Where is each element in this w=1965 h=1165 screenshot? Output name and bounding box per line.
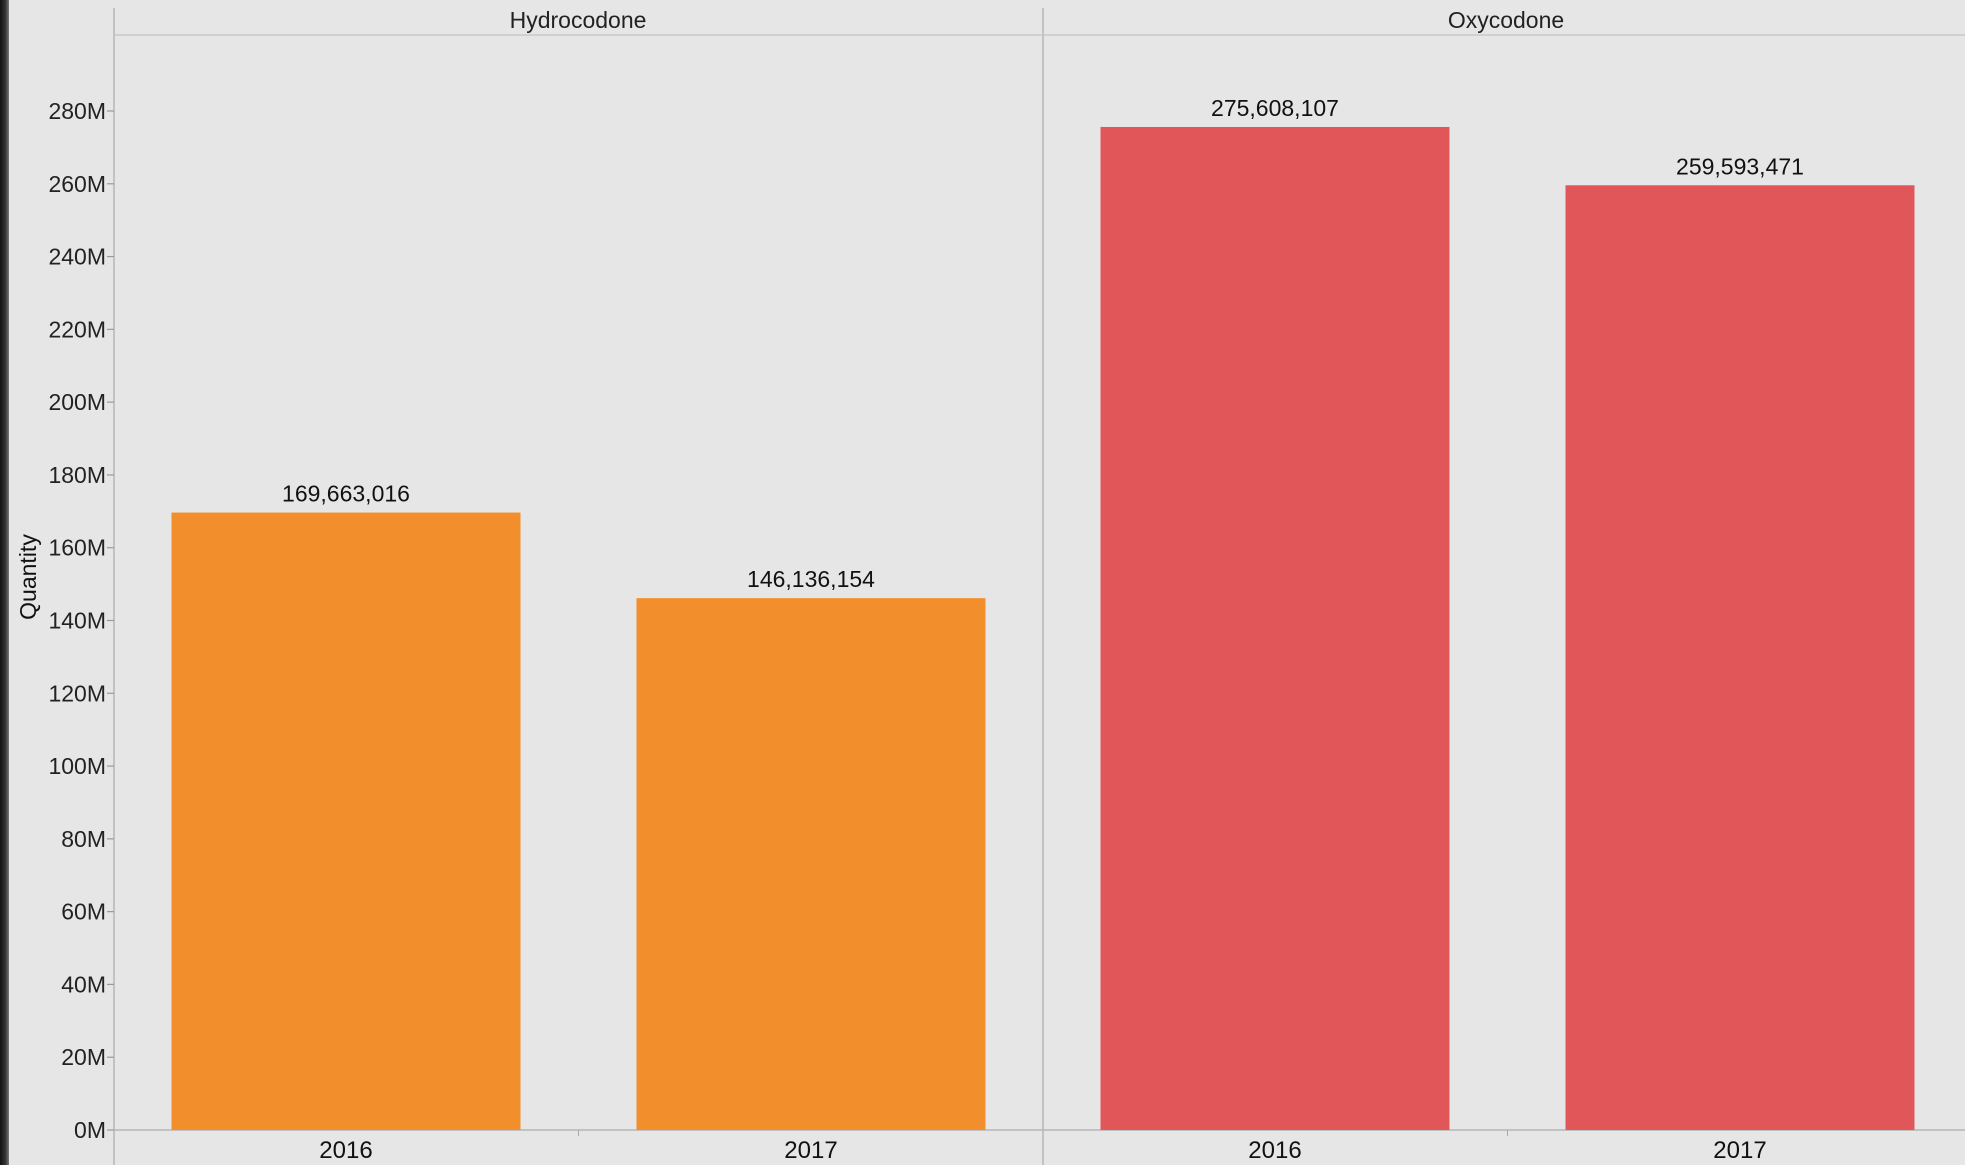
y-tick-label: 40M: [61, 971, 106, 997]
window-edge: [0, 0, 9, 1165]
data-label: 259,593,471: [1676, 153, 1804, 179]
bars: [171, 126, 1915, 1131]
bar-hydrocodone-2016: [171, 512, 521, 1130]
y-tick-label: 200M: [48, 389, 106, 415]
y-tick-label: 0M: [74, 1117, 106, 1143]
x-tick-label: 2017: [1713, 1137, 1766, 1164]
y-tick-label: 20M: [61, 1044, 106, 1070]
x-tick-label: 2017: [784, 1137, 837, 1164]
y-tick-label: 120M: [48, 680, 106, 706]
data-label: 146,136,154: [747, 566, 875, 592]
y-tick-label: 220M: [48, 316, 106, 342]
y-tick-label: 180M: [48, 462, 106, 488]
bar-oxycodone-2017: [1565, 185, 1915, 1130]
bar-hydrocodone-2017: [636, 598, 986, 1130]
y-tick-label: 160M: [48, 535, 106, 561]
x-tick-label: 2016: [1248, 1137, 1301, 1164]
data-label: 169,663,016: [282, 481, 410, 507]
y-tick-label: 240M: [48, 244, 106, 270]
x-axis: 2016 2017 2016 2017: [319, 1130, 1767, 1164]
bar-oxycodone-2016: [1100, 126, 1450, 1131]
data-labels: 169,663,016 146,136,154 275,608,107 259,593…: [282, 95, 1804, 592]
x-tick-label: 2016: [319, 1137, 372, 1164]
y-tick-label: 260M: [48, 171, 106, 197]
panel-header-oxycodone: Oxycodone: [1448, 7, 1564, 33]
y-axis-title: Quantity: [15, 534, 41, 620]
y-axis: Quantity 0M 20M 40M 60M 80M 100M 120M 140M 160M 1…: [15, 98, 114, 1143]
panel-headers: Hydrocodone Oxycodone: [510, 7, 1565, 33]
data-label: 275,608,107: [1211, 95, 1339, 121]
y-tick-label: 100M: [48, 753, 106, 779]
y-tick-label: 80M: [61, 826, 106, 852]
y-tick-label: 280M: [48, 98, 106, 124]
y-tick-label: 140M: [48, 608, 106, 634]
y-tick-label: 60M: [61, 899, 106, 925]
panel-header-hydrocodone: Hydrocodone: [510, 7, 647, 33]
